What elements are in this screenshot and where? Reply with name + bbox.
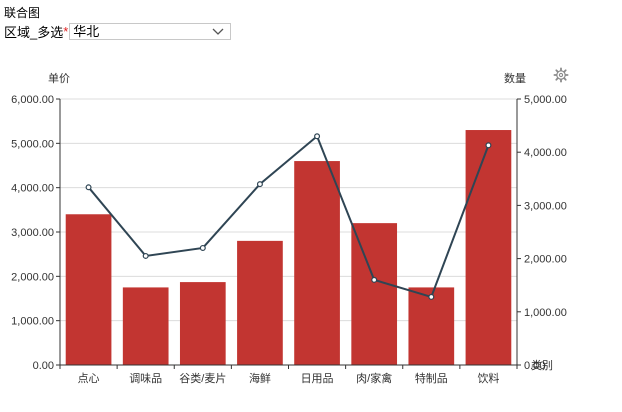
y-tick-label-right: 0.00 [524, 360, 545, 372]
y-axis-right-title: 数量 [504, 72, 526, 85]
x-tick-label: 调味品 [129, 372, 162, 385]
x-tick-label: 日用品 [301, 372, 334, 385]
y-tick-label-left: 4,000.00 [11, 183, 54, 195]
bar[interactable] [123, 287, 169, 365]
y-tick-label-right: 1,000.00 [524, 307, 567, 319]
x-tick-label: 点心 [78, 372, 100, 385]
y-tick-label-right: 2,000.00 [524, 254, 567, 266]
settings-button[interactable] [554, 68, 567, 81]
chart-plot-area: 0.00 1,000.00 2,000.00 3,000.00 4,000.00 5,00… [11, 94, 567, 385]
y-tick-label-left: 2,000.00 [11, 271, 54, 283]
x-tick-label: 肉/家禽 [356, 371, 392, 385]
bar[interactable] [466, 130, 512, 365]
line-point[interactable] [86, 185, 91, 190]
line-point[interactable] [486, 143, 491, 148]
y-tick-label-right: 5,000.00 [524, 94, 567, 106]
line-point[interactable] [143, 254, 148, 259]
y-tick-label-left: 0.00 [33, 360, 54, 372]
bar[interactable] [66, 214, 112, 365]
line-point[interactable] [429, 295, 434, 300]
line-point[interactable] [372, 277, 377, 282]
x-tick-label: 特制品 [415, 371, 448, 385]
y-tick-label-left: 6,000.00 [11, 94, 54, 106]
gear-icon[interactable] [554, 68, 567, 81]
bar[interactable] [351, 223, 397, 365]
series-line [89, 136, 489, 297]
x-tick-label: 谷类/麦片 [179, 371, 226, 385]
line-point[interactable] [258, 182, 263, 187]
x-tick-label: 海鲜 [249, 371, 271, 385]
bar[interactable] [237, 241, 283, 365]
bar[interactable] [294, 161, 340, 365]
y-tick-label-left: 5,000.00 [11, 138, 54, 150]
line-point[interactable] [200, 246, 205, 251]
y-tick-label-right: 4,000.00 [524, 147, 567, 159]
y-tick-label-right: 3,000.00 [524, 200, 567, 212]
x-tick-label: 饮料 [477, 371, 499, 385]
y-axis-left-title: 单价 [48, 72, 70, 85]
y-tick-label-left: 3,000.00 [11, 227, 54, 239]
y-tick-label-left: 1,000.00 [11, 316, 54, 328]
bar[interactable] [180, 282, 226, 365]
line-point[interactable] [315, 134, 320, 139]
